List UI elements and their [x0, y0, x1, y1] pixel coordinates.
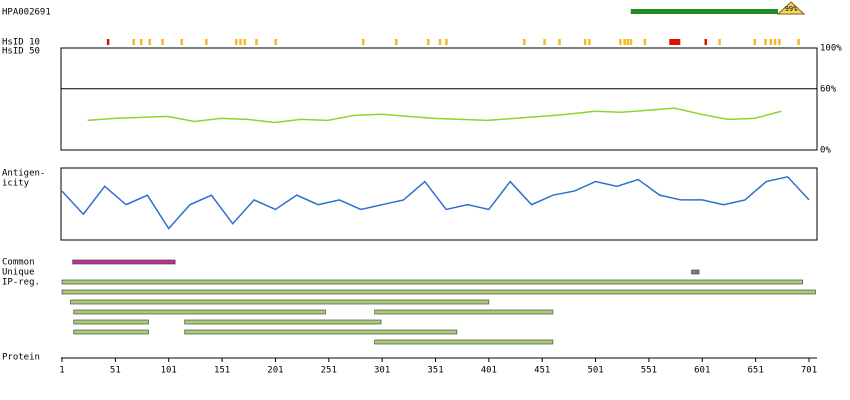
antigen-bar [630, 9, 779, 14]
x-tick-label: 1 [59, 366, 64, 376]
hsid-mark [669, 39, 672, 45]
range-bar [184, 329, 458, 335]
hsid-mark [558, 39, 561, 45]
range-bar [72, 259, 176, 265]
hsid-mark [180, 39, 184, 45]
conservation-panel [60, 47, 818, 151]
x-tick-label: 151 [214, 366, 230, 376]
hsid-mark [623, 39, 626, 45]
hsid-mark [234, 39, 238, 45]
x-tick-label: 551 [641, 366, 657, 376]
data-line [87, 107, 782, 124]
hsid-mark [274, 39, 277, 45]
hsid-mark [239, 39, 242, 45]
range-bar [374, 309, 554, 315]
range-bar [70, 299, 490, 305]
x-tick-label: 651 [748, 366, 764, 376]
panel-label: Antigen- [2, 169, 45, 179]
coverage-flag [776, 1, 806, 15]
coverage-label: 99% [785, 5, 798, 13]
hsid-mark [619, 39, 622, 45]
y-tick-label: 100% [820, 44, 842, 54]
hsid-mark [671, 39, 674, 45]
hsid-mark [243, 39, 246, 45]
antigen-id: HPA002691 [2, 8, 51, 18]
hsid-mark [753, 39, 757, 45]
hsid-mark [132, 39, 135, 45]
data-line [61, 175, 810, 230]
hsid-mark [773, 39, 777, 45]
x-tick-label: 51 [110, 366, 121, 376]
hsid-mark [764, 39, 767, 45]
hsid-mark [626, 39, 630, 45]
hsid-mark [361, 39, 365, 45]
range-bar [374, 339, 554, 345]
panel-label: icity [2, 179, 30, 189]
x-tick-label: 451 [534, 366, 550, 376]
hsid-mark [675, 39, 679, 45]
x-tick-label: 251 [321, 366, 337, 376]
y-tick-label: 60% [820, 84, 837, 94]
y-tick-label: 0% [820, 146, 831, 156]
axis-label: Protein [2, 353, 40, 363]
hsid-mark [523, 39, 526, 45]
hsid-mark [629, 39, 633, 45]
x-tick-label: 701 [801, 366, 817, 376]
hsid-mark [797, 39, 800, 45]
hsid-mark [255, 39, 258, 45]
range-bar [73, 309, 326, 315]
hsid-mark [427, 39, 430, 45]
x-tick-label: 601 [694, 366, 710, 376]
x-tick-label: 201 [267, 366, 283, 376]
x-tick-label: 501 [587, 366, 603, 376]
hsid-mark [148, 39, 152, 45]
hsid-mark [205, 39, 208, 45]
range-bar [73, 319, 149, 325]
track-label: IP-reg. [2, 278, 40, 288]
hsid-label: HsID 10 [2, 38, 40, 48]
x-tick-label: 101 [161, 366, 177, 376]
track-label: Common [2, 258, 35, 268]
hsid-mark [395, 39, 398, 45]
hsid-mark [583, 39, 587, 45]
hsid-mark [643, 39, 647, 45]
hsid-mark [139, 39, 143, 45]
hsid-mark [588, 39, 591, 45]
hsid-mark [106, 39, 110, 45]
hsid-label: HsID 50 [2, 47, 40, 57]
hsid-mark [704, 39, 707, 45]
x-tick-label: 401 [481, 366, 497, 376]
antigenicity-panel [60, 167, 818, 241]
hsid-mark [438, 39, 442, 45]
x-tick-label: 351 [427, 366, 443, 376]
track-label: Unique [2, 268, 35, 278]
hsid-mark [161, 39, 164, 45]
range-bar [61, 289, 816, 295]
range-bar [61, 279, 803, 285]
x-tick-label: 301 [374, 366, 390, 376]
hsid-mark [769, 39, 773, 45]
hsid-mark [778, 39, 781, 45]
hsid-mark [718, 39, 721, 45]
hsid-mark [445, 39, 448, 45]
hsid-mark [543, 39, 546, 45]
range-bar [691, 269, 700, 275]
hsid-mark [677, 39, 681, 45]
range-bar [184, 319, 382, 325]
range-bar [73, 329, 149, 335]
hsid-mark [673, 39, 677, 45]
